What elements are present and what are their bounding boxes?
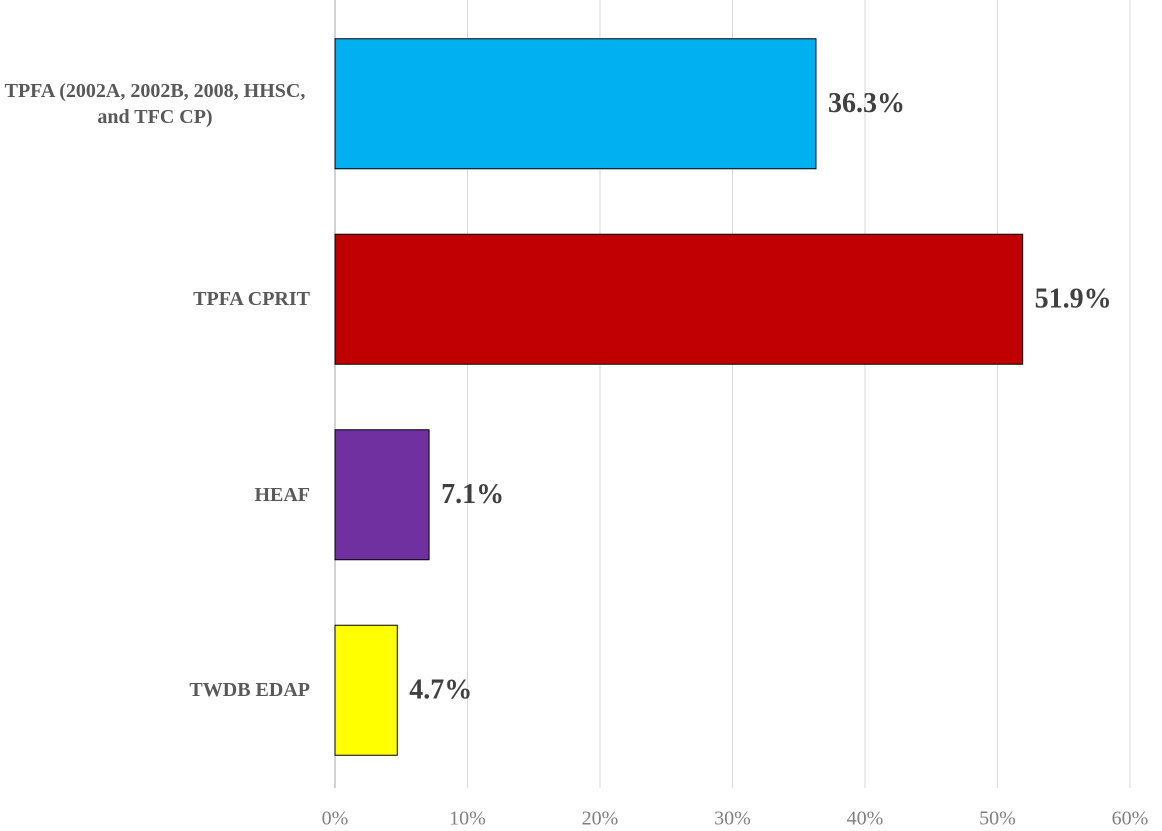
x-tick-label: 0% bbox=[322, 808, 349, 830]
x-tick-label: 60% bbox=[1112, 808, 1149, 830]
y-tick-label: TPFA CPRIT bbox=[193, 288, 310, 311]
y-tick-label: HEAF bbox=[254, 483, 310, 506]
value-label: 51.9% bbox=[1035, 284, 1112, 315]
category-label-box: TPFA (2002A, 2002B, 2008, HHSC, and TFC … bbox=[0, 54, 310, 154]
category-label-box: TWDB EDAP bbox=[0, 640, 310, 740]
value-label: 7.1% bbox=[441, 479, 504, 510]
x-tick-label: 20% bbox=[582, 808, 619, 830]
y-tick-label: TPFA (2002A, 2002B, 2008, HHSC, and TFC … bbox=[4, 79, 306, 128]
x-tick-label: 50% bbox=[979, 808, 1016, 830]
category-label-box: TPFA CPRIT bbox=[0, 249, 310, 349]
bar bbox=[334, 624, 398, 756]
x-tick-label: 40% bbox=[847, 808, 884, 830]
category-label-box: HEAF bbox=[0, 445, 310, 545]
bar bbox=[334, 233, 1024, 365]
bar bbox=[334, 429, 430, 561]
x-tick-label: 10% bbox=[449, 808, 486, 830]
value-label: 4.7% bbox=[409, 675, 472, 706]
x-tick-label: 30% bbox=[714, 808, 751, 830]
y-tick-label: TWDB EDAP bbox=[189, 679, 310, 702]
value-label: 36.3% bbox=[828, 88, 905, 119]
bar bbox=[334, 38, 817, 170]
